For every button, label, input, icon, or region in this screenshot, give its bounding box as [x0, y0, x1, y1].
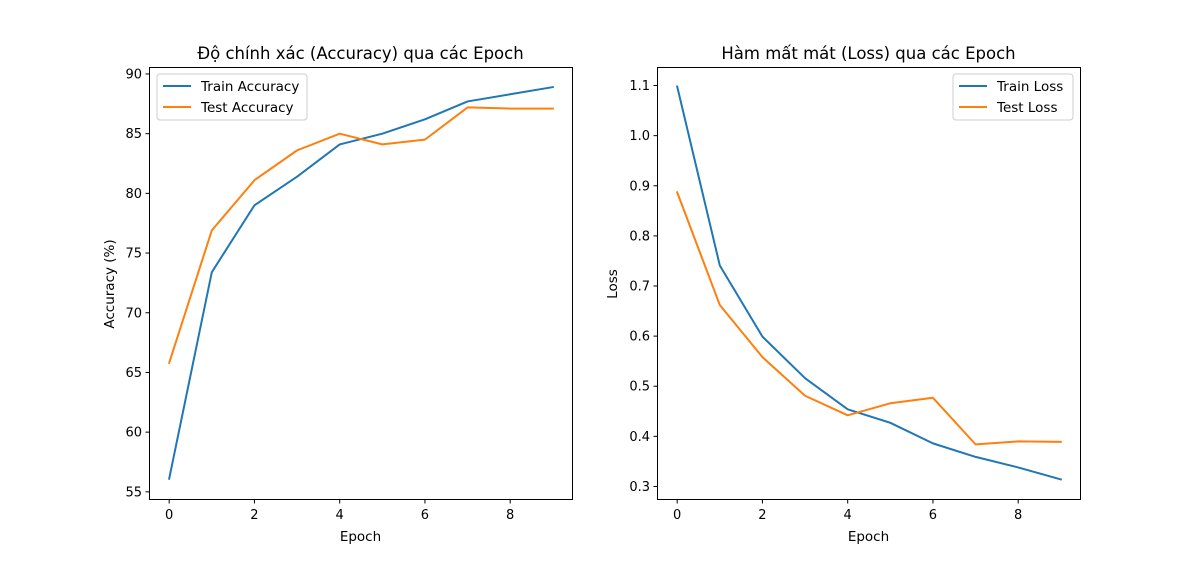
loss-x-tick-label: 2: [758, 508, 766, 523]
loss-y-tick-label: 1.0: [629, 129, 650, 144]
accuracy-y-tick-label: 65: [125, 366, 142, 381]
loss-y-tick-label: 0.4: [629, 430, 650, 445]
accuracy-y-tick-label: 60: [125, 426, 142, 441]
accuracy-x-tick-label: 0: [165, 508, 173, 523]
loss-y-tick-label: 0.6: [629, 330, 650, 345]
accuracy-x-tick-label: 8: [506, 508, 514, 523]
loss-x-tick-label: 0: [673, 508, 681, 523]
accuracy-x-tick-label: 6: [421, 508, 429, 523]
loss-y-tick-label: 0.7: [629, 280, 650, 295]
loss-y-tick-label: 0.5: [629, 380, 650, 395]
loss-x-axis-label: Epoch: [848, 529, 889, 545]
accuracy-x-tick-label: 2: [250, 508, 258, 523]
loss-chart: Hàm mất mát (Loss) qua các Epoch Epoch L…: [605, 44, 1081, 545]
loss-series-train-loss: [675, 85, 1063, 481]
accuracy-series-train-accuracy: [167, 85, 554, 480]
accuracy-plot-frame: [149, 67, 573, 500]
accuracy-series-test-accuracy: [167, 106, 554, 365]
loss-legend: Train Loss Test Loss: [952, 73, 1074, 121]
accuracy-y-tick-label: 80: [125, 187, 142, 202]
loss-legend-label-test-loss: Test Loss: [996, 100, 1058, 116]
loss-chart-title: Hàm mất mát (Loss) qua các Epoch: [721, 44, 1015, 63]
loss-ticks: 0 2 4 6 8 0.3 0.4 0.5 0.6 0.7 0.8 0.9 1.0 1.1: [629, 79, 1022, 523]
loss-plot-frame: [657, 67, 1081, 500]
loss-x-tick-label: 6: [929, 508, 937, 523]
loss-x-tick-label: 8: [1014, 508, 1022, 523]
loss-legend-label-train-loss: Train Loss: [996, 79, 1063, 95]
accuracy-ticks: 0 2 4 6 8 55 60 65 70 75 80 85 90: [125, 67, 514, 523]
loss-y-tick-label: 1.1: [629, 79, 650, 94]
accuracy-legend-label-train-accuracy: Train Accuracy: [200, 79, 299, 95]
loss-x-tick-label: 4: [844, 508, 852, 523]
accuracy-x-tick-label: 4: [336, 508, 344, 523]
accuracy-legend-label-test-accuracy: Test Accuracy: [200, 100, 294, 116]
accuracy-lines: [167, 85, 554, 480]
loss-lines: [675, 85, 1063, 481]
accuracy-legend: Train Accuracy Test Accuracy: [156, 73, 308, 121]
accuracy-y-tick-label: 55: [125, 485, 142, 500]
loss-series-test-loss: [675, 191, 1062, 446]
loss-y-tick-label: 0.8: [629, 229, 650, 244]
accuracy-x-axis-label: Epoch: [340, 529, 381, 545]
accuracy-y-tick-label: 85: [125, 127, 142, 142]
accuracy-y-tick-label: 75: [125, 247, 142, 262]
accuracy-legend-box: [156, 73, 308, 121]
loss-y-axis-label: Loss: [605, 269, 621, 299]
accuracy-chart-title: Độ chính xác (Accuracy) qua các Epoch: [197, 44, 523, 63]
accuracy-y-tick-label: 90: [125, 67, 142, 82]
loss-y-tick-label: 0.3: [629, 480, 650, 495]
accuracy-chart: Độ chính xác (Accuracy) qua các Epoch Ep…: [102, 44, 573, 545]
loss-y-tick-label: 0.9: [629, 179, 650, 194]
accuracy-y-axis-label: Accuracy (%): [102, 239, 118, 328]
accuracy-y-tick-label: 70: [125, 306, 142, 321]
